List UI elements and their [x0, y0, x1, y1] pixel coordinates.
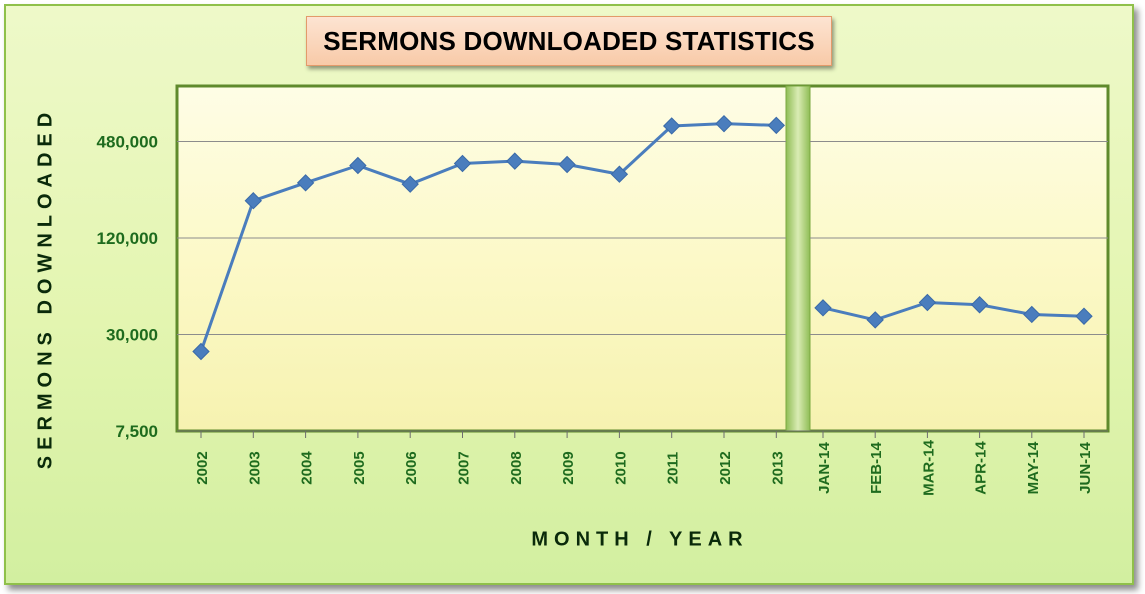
y-axis-title: SERMONS DOWNLOADED: [34, 106, 57, 470]
x-tick-label: 2011: [665, 452, 682, 485]
x-tick-label: MAY-14: [1025, 441, 1042, 494]
x-tick-label: 2010: [612, 451, 629, 484]
y-tick-label: 7,500: [115, 422, 158, 441]
data-point: [662, 117, 681, 135]
x-tick-label: 2005: [351, 451, 368, 484]
x-tick-label: 2007: [456, 451, 473, 484]
data-point: [866, 311, 884, 329]
x-tick-label: 2009: [560, 451, 577, 484]
data-point: [349, 156, 367, 175]
x-tick-label: 2013: [769, 451, 786, 484]
x-tick-label: 2008: [508, 451, 525, 484]
x-tick-label: JUN-14: [1077, 441, 1094, 493]
data-point: [1075, 307, 1093, 325]
series-line-months: [822, 301, 1085, 322]
data-point: [558, 155, 576, 174]
data-point: [401, 175, 419, 193]
y-tick-label: 30,000: [106, 326, 158, 345]
x-tick-label: 2003: [246, 451, 263, 484]
x-tick-label: FEB-14: [868, 442, 885, 494]
x-tick-label: 2004: [299, 451, 316, 485]
y-tick-label: 120,000: [97, 229, 158, 248]
data-point: [1023, 305, 1041, 324]
data-point: [453, 154, 472, 173]
data-point: [506, 152, 524, 170]
x-tick-label: JAN-14: [816, 441, 833, 493]
plot-area: [175, 84, 1110, 433]
data-point: [767, 116, 786, 135]
x-tick-label: 2002: [194, 451, 211, 484]
panel-gap-band: [785, 85, 811, 432]
series-line-years: [199, 122, 777, 352]
data-point: [244, 192, 263, 210]
x-axis-title: MONTH / YEAR: [531, 528, 749, 551]
x-tick-label: APR-14: [973, 441, 990, 495]
data-point: [296, 174, 315, 192]
data-point: [192, 342, 210, 361]
data-point: [970, 296, 989, 314]
y-tick-label: 480,000: [97, 133, 158, 152]
data-point: [715, 114, 733, 133]
x-tick-label: 2006: [403, 451, 420, 484]
data-point: [918, 293, 937, 312]
data-point: [814, 299, 832, 317]
x-tick-label: MAR-14: [920, 439, 937, 495]
chart-title-box: SERMONS DOWNLOADED STATISTICS: [306, 16, 832, 66]
x-tick-label: 2012: [717, 451, 734, 484]
data-point: [610, 165, 629, 183]
chart-title: SERMONS DOWNLOADED STATISTICS: [323, 25, 815, 56]
